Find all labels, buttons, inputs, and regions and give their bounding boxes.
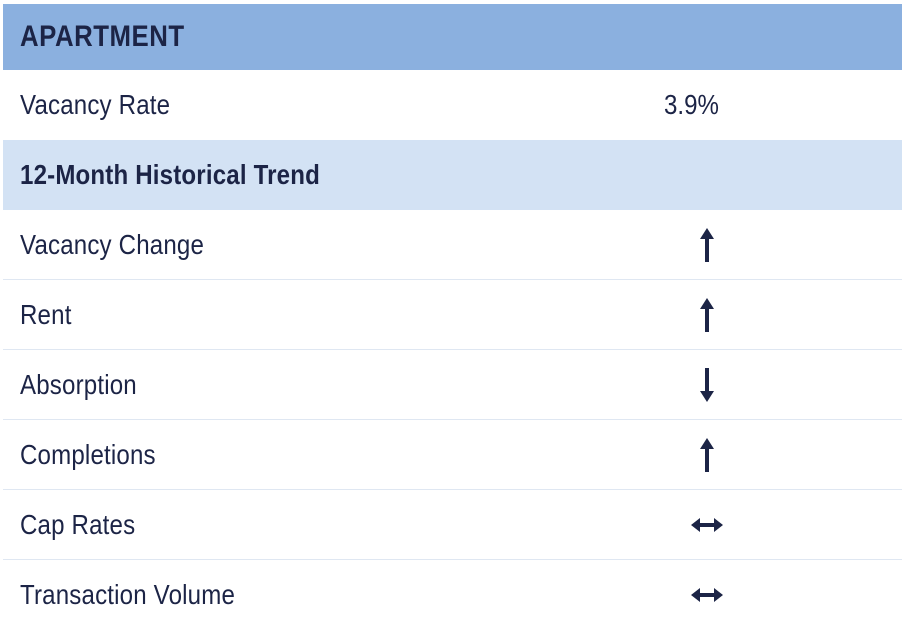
vacancy-rate-row: Vacancy Rate 3.9%: [3, 70, 902, 140]
trend-row: Cap Rates: [3, 490, 902, 560]
arrow-up-icon: [687, 225, 727, 265]
arrow-up-icon: [687, 435, 727, 475]
trend-label: Rent: [20, 298, 72, 330]
trend-label: Transaction Volume: [20, 579, 236, 610]
trend-label: Cap Rates: [20, 508, 136, 540]
trend-section-header: 12-Month Historical Trend: [3, 140, 902, 210]
arrow-left-right-icon: [687, 505, 727, 545]
trend-label: Absorption: [20, 368, 137, 400]
vacancy-rate-value: 3.9%: [664, 89, 719, 120]
trend-row: Vacancy Change: [3, 210, 902, 280]
table-header: APARTMENT: [3, 4, 902, 70]
apartment-table: APARTMENT Vacancy Rate 3.9% 12-Month His…: [3, 4, 902, 630]
trend-row: Rent: [3, 280, 902, 350]
trend-section-title: 12-Month Historical Trend: [20, 159, 320, 190]
trend-row: Transaction Volume: [3, 560, 902, 630]
trend-label: Vacancy Change: [20, 228, 205, 260]
header-title: APARTMENT: [20, 20, 185, 53]
trend-row: Completions: [3, 420, 902, 490]
arrow-up-icon: [687, 295, 727, 335]
arrow-left-right-icon: [687, 575, 727, 615]
vacancy-rate-label: Vacancy Rate: [20, 89, 171, 120]
trend-row: Absorption: [3, 350, 902, 420]
trend-label: Completions: [20, 438, 156, 470]
arrow-down-icon: [687, 365, 727, 405]
